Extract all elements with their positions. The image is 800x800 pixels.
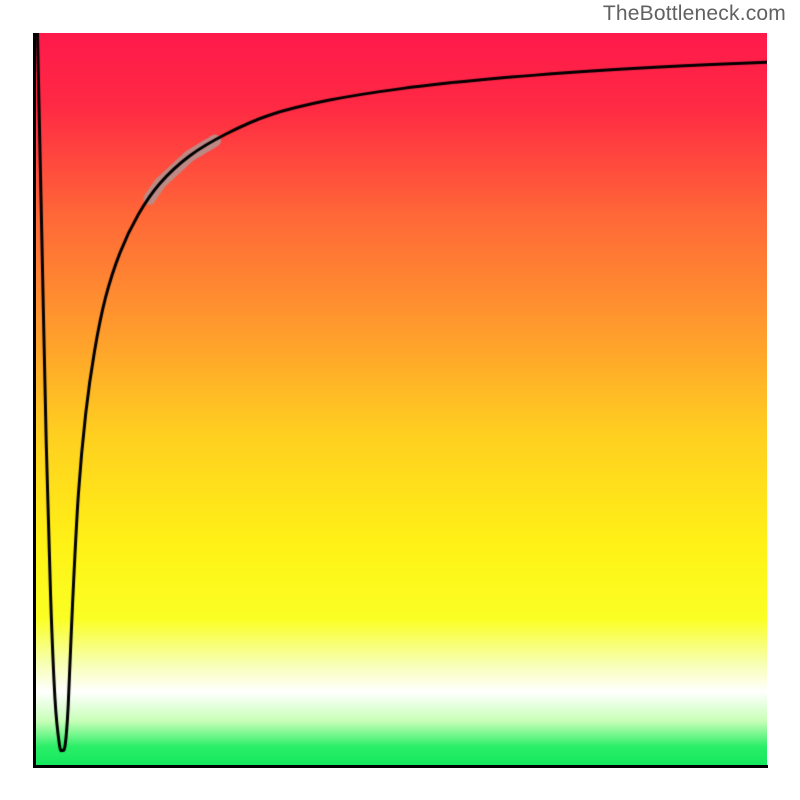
- curve-line: [36, 33, 767, 765]
- chart-root: { "watermark": { "text": "TheBottleneck.…: [0, 0, 800, 800]
- x-axis: [33, 765, 768, 768]
- watermark-text: TheBottleneck.com: [603, 2, 786, 26]
- plot-area: [36, 33, 767, 765]
